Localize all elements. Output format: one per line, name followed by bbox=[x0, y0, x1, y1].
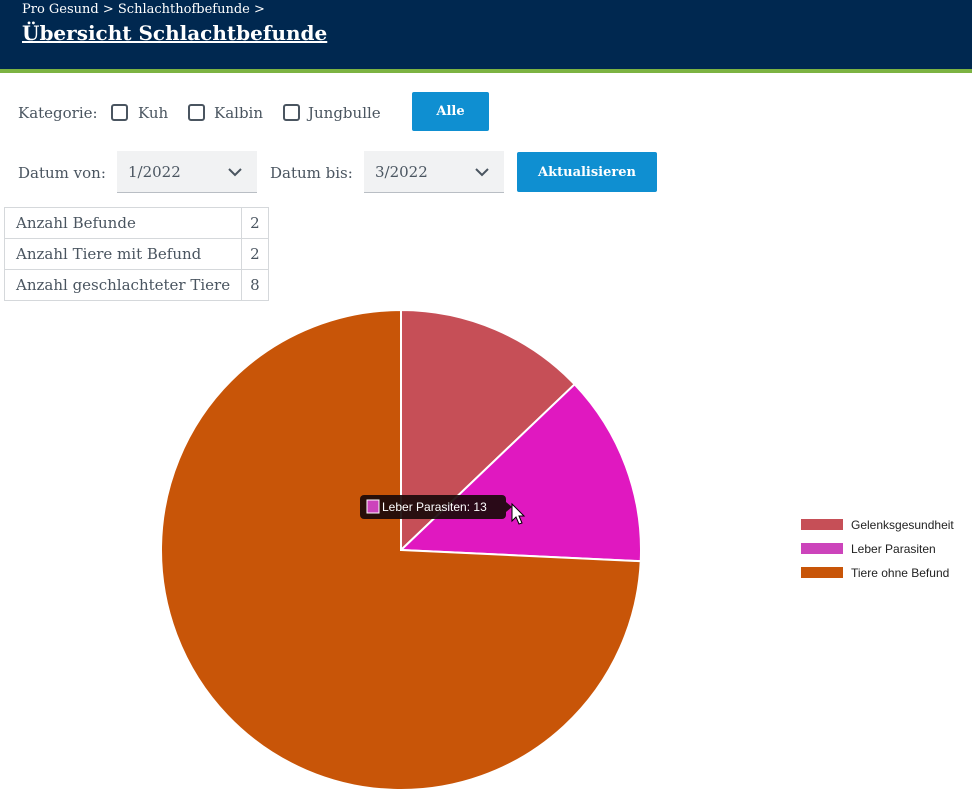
chart-tooltip: Leber Parasiten: 13 bbox=[360, 495, 512, 519]
legend-label: Leber Parasiten bbox=[851, 542, 936, 556]
checkbox-jungbulle-label[interactable]: Jungbulle bbox=[308, 104, 381, 122]
page-title[interactable]: Übersicht Schlachtbefunde bbox=[22, 21, 328, 45]
legend-label: Gelenksgesundheit bbox=[851, 518, 954, 532]
stat-value: 8 bbox=[241, 269, 269, 301]
date-from-select[interactable]: 1/2022 bbox=[117, 151, 257, 193]
legend-item[interactable]: Gelenksgesundheit bbox=[801, 518, 954, 532]
breadcrumb[interactable]: Pro Gesund > Schlachthofbefunde > bbox=[22, 2, 265, 17]
tooltip-label: Leber Parasiten: 13 bbox=[382, 500, 487, 514]
cursor-icon bbox=[511, 502, 526, 525]
tooltip-arrow bbox=[506, 502, 512, 512]
checkbox-kuh[interactable] bbox=[111, 104, 128, 121]
chevron-down-icon bbox=[228, 168, 242, 177]
app-header: Pro Gesund > Schlachthofbefunde > Übersi… bbox=[0, 0, 972, 73]
pie-chart[interactable]: Gelenksgesundheit Leber Parasiten Tiere oh… bbox=[0, 300, 972, 800]
date-to-value: 3/2022 bbox=[375, 163, 428, 181]
legend-label: Tiere ohne Befund bbox=[851, 566, 949, 580]
pie-slice-gelenksgesundheit[interactable] bbox=[400, 308, 577, 553]
kategorie-label: Kategorie: bbox=[18, 104, 98, 122]
date-to-label: Datum bis: bbox=[270, 164, 353, 182]
legend-swatch bbox=[801, 567, 843, 578]
pie-slice-tiere-ohne-befund[interactable] bbox=[160, 308, 642, 791]
date-from-label: Datum von: bbox=[18, 164, 106, 182]
date-to-select[interactable]: 3/2022 bbox=[364, 151, 504, 193]
stat-label: Anzahl Tiere mit Befund bbox=[3, 238, 243, 270]
tooltip-swatch bbox=[366, 499, 380, 514]
checkbox-kalbin[interactable] bbox=[188, 104, 205, 121]
table-row: Anzahl Tiere mit Befund 2 bbox=[3, 238, 269, 270]
legend-swatch bbox=[801, 543, 843, 554]
all-button[interactable]: Alle bbox=[412, 92, 489, 131]
table-row: Anzahl Befunde 2 bbox=[3, 207, 269, 239]
legend-swatch bbox=[801, 519, 843, 530]
legend-item[interactable]: Tiere ohne Befund bbox=[801, 566, 949, 580]
legend-item[interactable]: Leber Parasiten bbox=[801, 542, 936, 556]
refresh-button[interactable]: Aktualisieren bbox=[517, 152, 657, 192]
stat-label: Anzahl geschlachteter Tiere bbox=[3, 269, 243, 301]
tooltip-background bbox=[360, 495, 506, 519]
table-row: Anzahl geschlachteter Tiere 8 bbox=[3, 269, 269, 301]
stats-table: Anzahl Befunde 2 Anzahl Tiere mit Befund… bbox=[3, 207, 269, 301]
stat-value: 2 bbox=[241, 207, 269, 239]
checkbox-kalbin-label[interactable]: Kalbin bbox=[214, 104, 264, 122]
date-from-value: 1/2022 bbox=[128, 163, 181, 181]
chevron-down-icon bbox=[475, 168, 489, 177]
stat-value: 2 bbox=[241, 238, 269, 270]
checkbox-kuh-label[interactable]: Kuh bbox=[138, 104, 169, 122]
stat-label: Anzahl Befunde bbox=[3, 207, 243, 239]
checkbox-jungbulle[interactable] bbox=[283, 104, 300, 121]
